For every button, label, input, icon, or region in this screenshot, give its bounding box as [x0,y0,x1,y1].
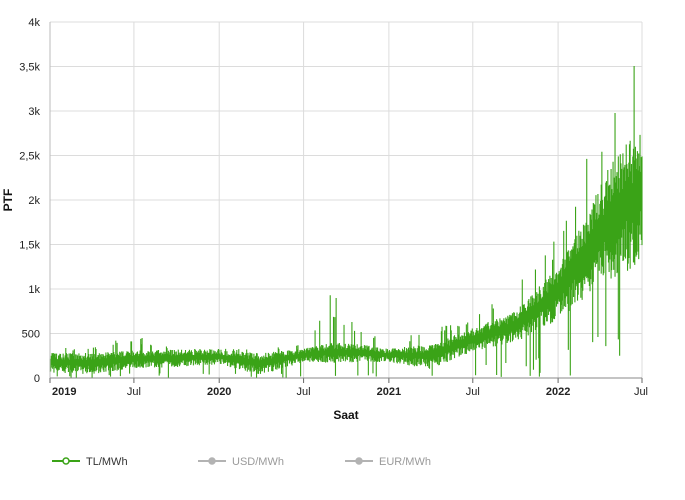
x-tick-label: Jul [634,386,648,398]
y-tick-label: 3k [28,106,40,118]
y-tick-label: 500 [22,329,40,341]
legend: TL/MWh USD/MWh EUR/MWh [52,456,431,468]
x-tick-label: 2022 [546,386,570,398]
y-axis-title: PTF [1,189,15,212]
x-tick-label: Jul [127,386,141,398]
x-tick-label: Jul [297,386,311,398]
grid [49,21,643,379]
y-tick-label: 2,5k [19,151,40,163]
legend-item-eur-mwh[interactable]: EUR/MWh [345,456,431,468]
y-tick-label: 3,5k [19,62,40,74]
legend-marker [355,457,363,465]
y-tick-label: 0 [34,373,40,385]
y-tick-label: 4k [28,17,40,29]
x-tick-label: Jul [466,386,480,398]
x-tick-label: 2021 [377,386,401,398]
y-tick-label: 2k [28,195,40,207]
legend-marker [208,457,216,465]
legend-label: EUR/MWh [379,456,431,468]
legend-item-tl-mwh[interactable]: TL/MWh [52,456,128,468]
tl-mwh-series [49,66,643,378]
x-axis-title: Saat [333,408,358,422]
x-tick-label: 2020 [207,386,231,398]
legend-marker [62,457,70,465]
legend-item-usd-mwh[interactable]: USD/MWh [198,456,284,468]
x-tick-label: 2019 [52,386,76,398]
tl-mwh-line[interactable] [49,66,643,378]
y-tick-label: 1,5k [19,240,40,252]
y-tick-label: 1k [28,284,40,296]
axes: 0 500 1k 1,5k 2k 2,5k 3k 3,5k 4k 2019 Jul 2020 Jul 20… [19,17,648,398]
legend-label: TL/MWh [86,456,128,468]
legend-label: USD/MWh [232,456,284,468]
